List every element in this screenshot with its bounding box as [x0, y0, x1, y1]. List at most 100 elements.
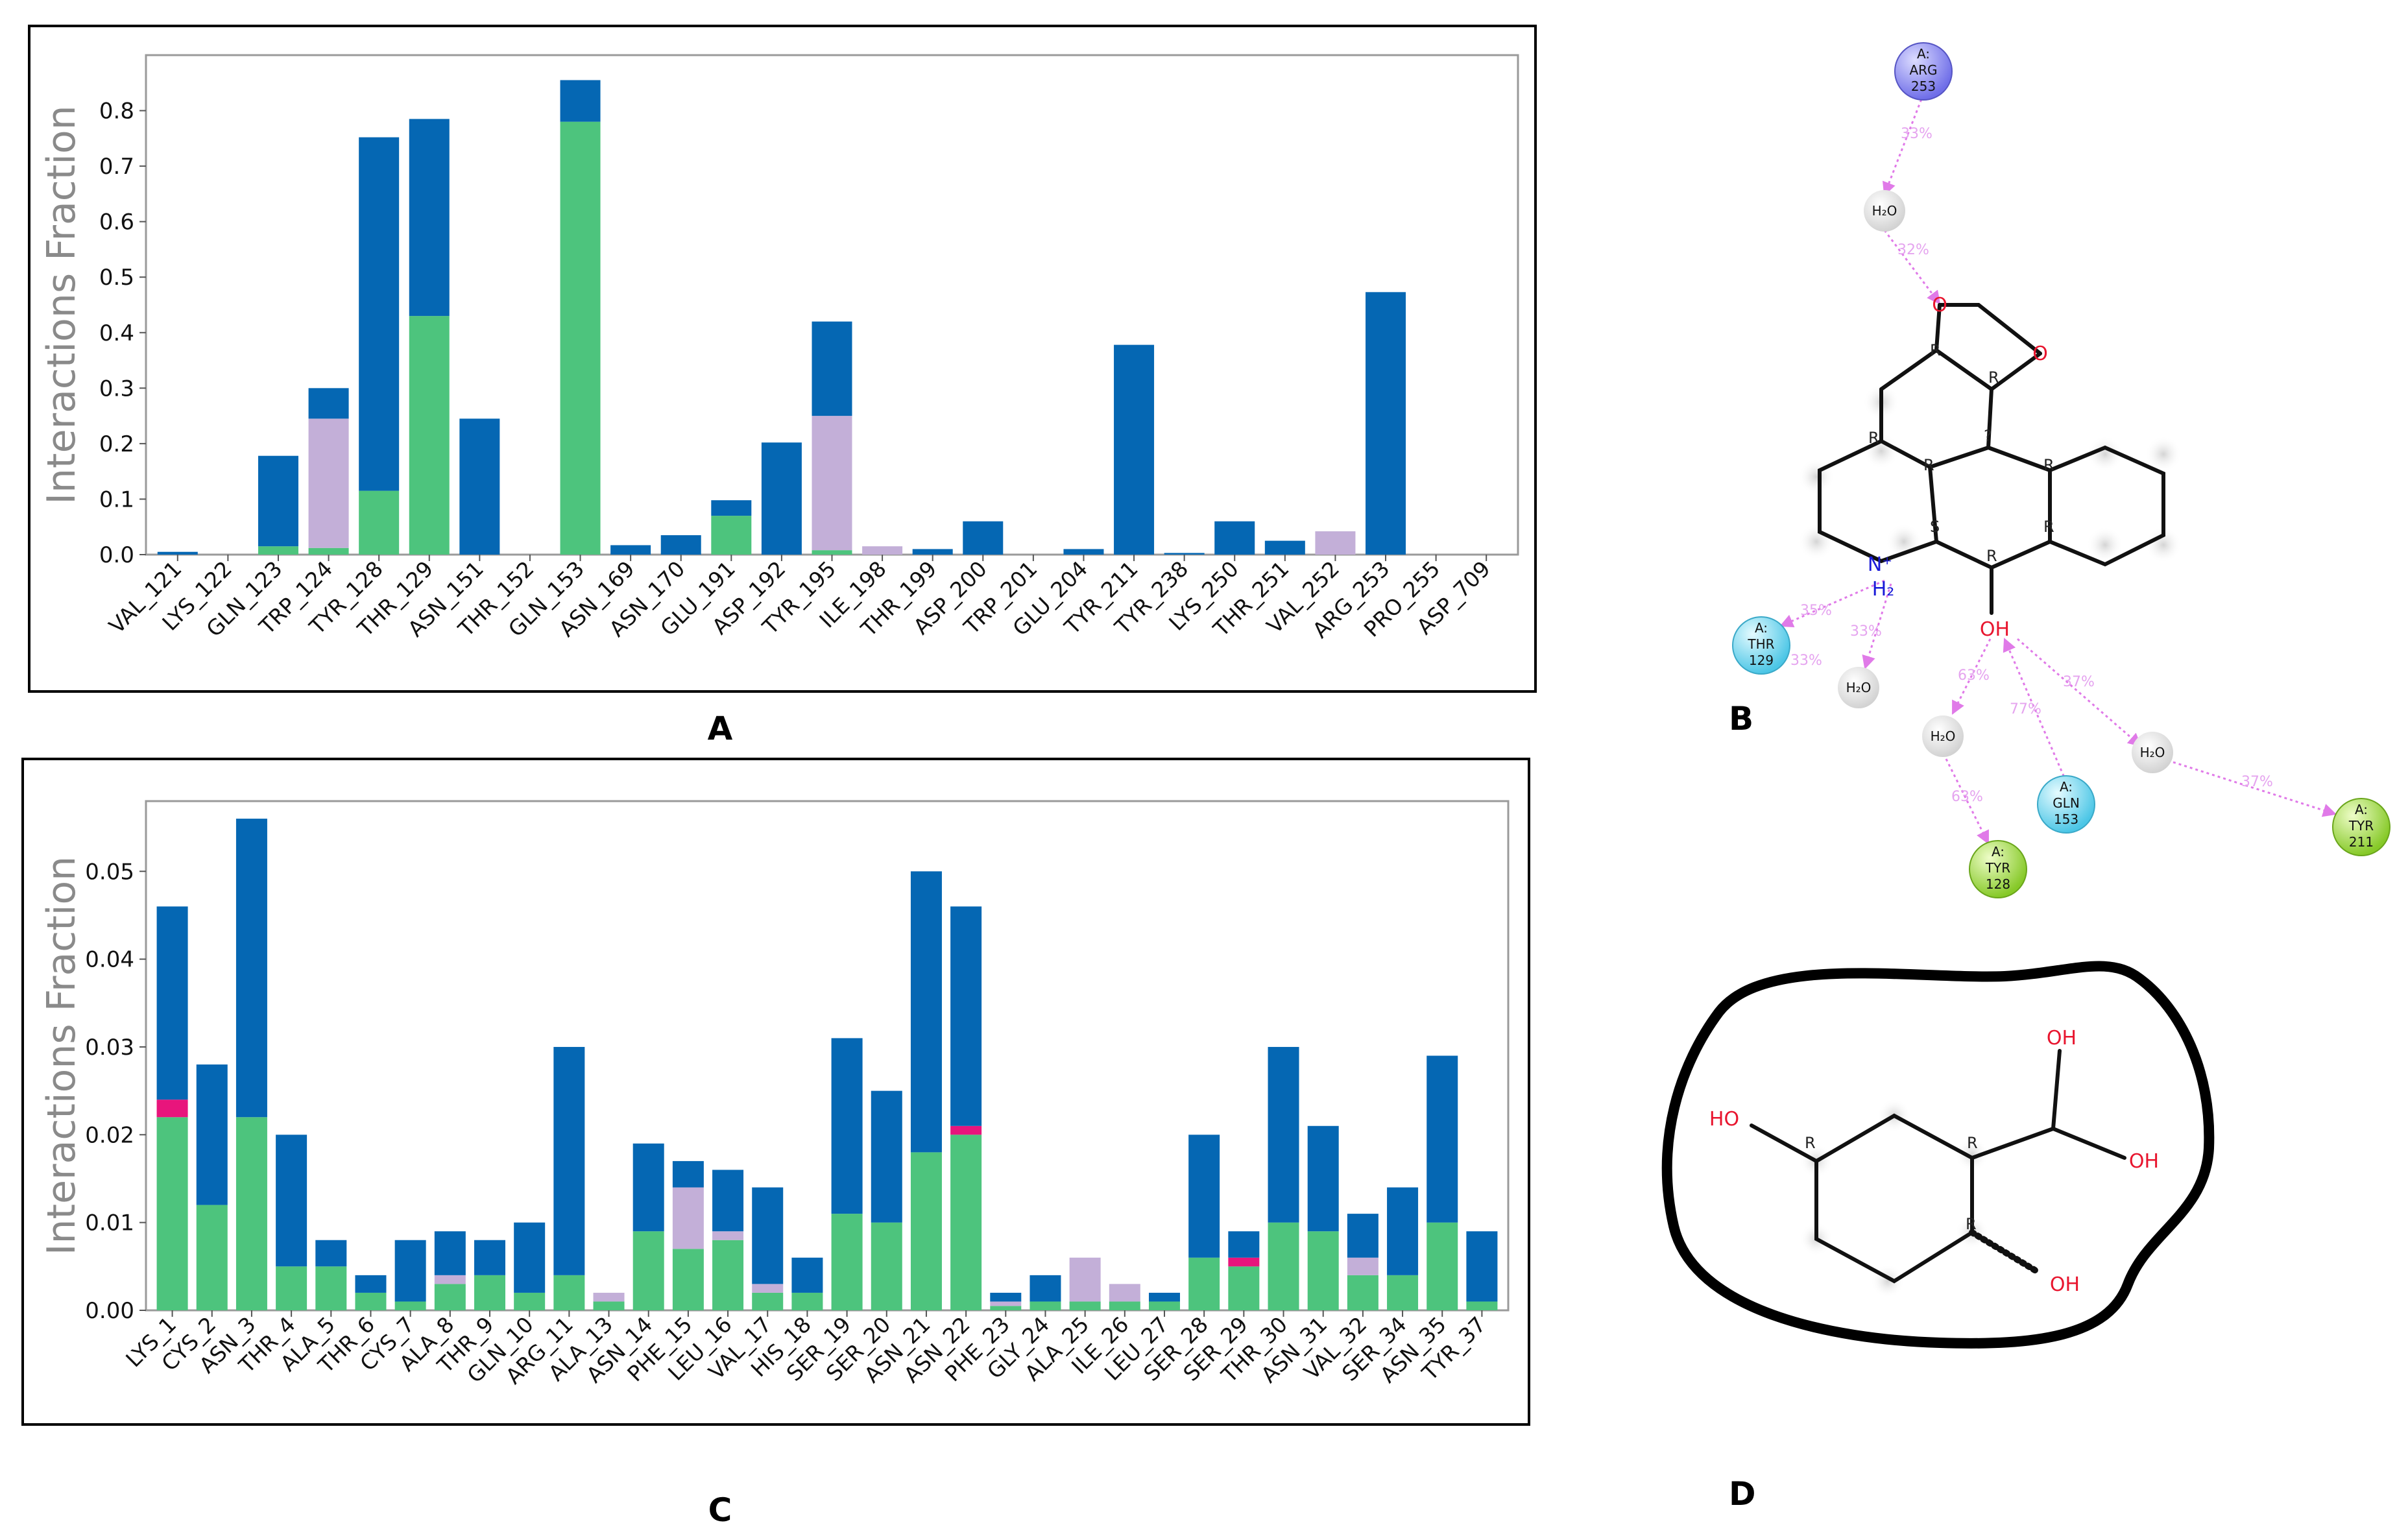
- bar-h-bonds-THR_4: [276, 1266, 307, 1310]
- bar-water-bridges-TYR_195: [812, 321, 852, 416]
- svg-text:A:: A:: [1992, 844, 2005, 859]
- y-tick-label: 0.3: [99, 376, 134, 402]
- y-tick-label: 0.05: [85, 859, 134, 885]
- bar-water-bridges-LEU_16: [712, 1170, 744, 1232]
- bar-h-bonds-TYR_128: [359, 490, 400, 555]
- bar-water-bridges-VAL_32: [1347, 1214, 1379, 1258]
- atom-nh: H₂: [1872, 578, 1895, 601]
- bar-water-bridges-SER_29: [1228, 1231, 1260, 1258]
- bar-hydrophobic-TYR_195: [812, 416, 852, 551]
- bar-water-bridges-THR_4: [276, 1135, 307, 1267]
- bar-hydrophobic-PHE_23: [990, 1301, 1022, 1306]
- bar-h-bonds-GLU_191: [711, 516, 752, 555]
- ligand-pocket-diagram-d: OH OH HO OH R R R: [1661, 961, 2215, 1349]
- bar-h-bonds-LEU_27: [1149, 1301, 1180, 1310]
- svg-text:ARG: ARG: [1909, 62, 1937, 78]
- interaction-line: [1883, 230, 1941, 305]
- y-axis-title: Interactions Fraction: [39, 105, 84, 504]
- bar-h-bonds-SER_34: [1387, 1275, 1419, 1310]
- svg-text:A:: A:: [1755, 620, 1768, 636]
- stereo-label: R: [1930, 341, 1941, 359]
- bar-water-bridges-ASN_169: [610, 545, 651, 555]
- bar-h-bonds-LEU_16: [712, 1240, 744, 1310]
- svg-text:211: 211: [2349, 834, 2374, 850]
- bar-water-bridges-VAL_121: [157, 551, 198, 555]
- y-tick-label: 0.0: [99, 542, 134, 568]
- pct-label: 33%: [1790, 653, 1822, 669]
- bar-h-bonds-ASN_31: [1307, 1231, 1339, 1310]
- bar-h-bonds-ASN_35: [1427, 1222, 1458, 1310]
- bar-h-bonds-ASN_22: [950, 1135, 982, 1310]
- y-tick-label: 0.7: [99, 154, 134, 180]
- water-molecules: H₂O H₂O H₂O H₂O: [1838, 190, 2173, 773]
- bar-water-bridges-HIS_18: [791, 1257, 823, 1293]
- panel-a-label: A: [708, 710, 733, 747]
- y-tick-label: 0.4: [99, 320, 134, 346]
- bar-water-bridges-ASN_3: [235, 819, 267, 1118]
- bar-water-bridges-PHE_23: [990, 1292, 1022, 1302]
- residue-arg253: A: ARG 253: [1894, 42, 1953, 101]
- bar-h-bonds-THR_129: [409, 316, 450, 555]
- bar-water-bridges-TYR_128: [359, 137, 400, 491]
- ligand-skeleton: [1818, 303, 2165, 615]
- pct-label: 33%: [1850, 623, 1882, 640]
- atom-n: N⁺: [1868, 553, 1892, 576]
- bar-water-bridges-TYR_211: [1114, 344, 1155, 555]
- y-tick-label: 0.01: [85, 1210, 134, 1236]
- bar-water-bridges-ALA_8: [434, 1231, 466, 1275]
- bar-h-bonds-ASN_14: [632, 1231, 664, 1310]
- svg-text:THR: THR: [1747, 636, 1774, 652]
- bar-water-bridges-LEU_27: [1149, 1292, 1180, 1302]
- y-tick-label: 0.00: [85, 1298, 134, 1324]
- stereo-label: R: [1923, 456, 1934, 474]
- y-tick-label: 0.03: [85, 1035, 134, 1061]
- bar-water-bridges-GLU_191: [711, 500, 752, 516]
- panel-d-label: D: [1729, 1475, 1756, 1513]
- stereo-label: R: [2043, 518, 2054, 536]
- bar-h-bonds-GLY_24: [1029, 1301, 1061, 1310]
- bar-water-bridges-ASN_22: [950, 906, 982, 1126]
- interaction-line: [2017, 638, 2142, 747]
- bar-water-bridges-THR_9: [474, 1240, 505, 1275]
- atom-o2: O: [2032, 342, 2048, 365]
- bar-hydrophobic-ALA_25: [1069, 1257, 1101, 1302]
- bar-water-bridges-ASN_14: [632, 1143, 664, 1232]
- bar-water-bridges-CYS_7: [394, 1240, 426, 1302]
- bar-water-bridges-TRP_124: [308, 388, 349, 419]
- stereo-label: R: [1986, 547, 1997, 565]
- bar-water-bridges-THR_30: [1268, 1046, 1299, 1223]
- svg-text:128: 128: [1986, 876, 2010, 892]
- water-label: H₂O: [1872, 203, 1897, 219]
- bar-water-bridges-SER_20: [871, 1090, 902, 1223]
- bar-h-bonds-GLN_153: [560, 121, 601, 555]
- bar-water-bridges-GLN_123: [258, 455, 298, 547]
- interaction-line: [1883, 93, 1925, 196]
- bar-water-bridges-ASN_31: [1307, 1125, 1339, 1232]
- bar-h-bonds-THR_30: [1268, 1222, 1299, 1310]
- bar-h-bonds-SER_28: [1188, 1257, 1220, 1310]
- bar-hydrophobic-ILE_26: [1109, 1284, 1140, 1302]
- bar-water-bridges-GLN_10: [514, 1222, 546, 1293]
- bar-water-bridges-THR_251: [1264, 540, 1305, 555]
- pct-label: 35%: [1800, 603, 1832, 619]
- bar-h-bonds-SER_19: [831, 1214, 863, 1310]
- residue-gln153: A: GLN 153: [2037, 775, 2095, 834]
- plot-area: [145, 800, 1510, 1312]
- bar-ionic-SER_29: [1228, 1257, 1260, 1267]
- bar-h-bonds-HIS_18: [791, 1292, 823, 1310]
- stereo-label: R: [1988, 368, 1999, 387]
- atom-oh-right: OH: [2129, 1150, 2159, 1173]
- bar-water-bridges-GLU_204: [1063, 549, 1104, 555]
- svg-text:TYR: TYR: [2348, 818, 2374, 834]
- bar-h-bonds-ASN_3: [235, 1117, 267, 1310]
- bar-h-bonds-PHE_23: [990, 1306, 1022, 1310]
- interaction-line: [1945, 758, 1990, 845]
- y-tick-label: 0.6: [99, 210, 134, 235]
- bar-water-bridges-SER_19: [831, 1038, 863, 1214]
- pct-label: 33%: [1901, 126, 1932, 142]
- bar-h-bonds-SER_29: [1228, 1266, 1260, 1310]
- bar-water-bridges-ASP_192: [761, 442, 802, 555]
- bar-water-bridges-TYR_238: [1164, 553, 1205, 555]
- bar-water-bridges-GLN_153: [560, 80, 601, 122]
